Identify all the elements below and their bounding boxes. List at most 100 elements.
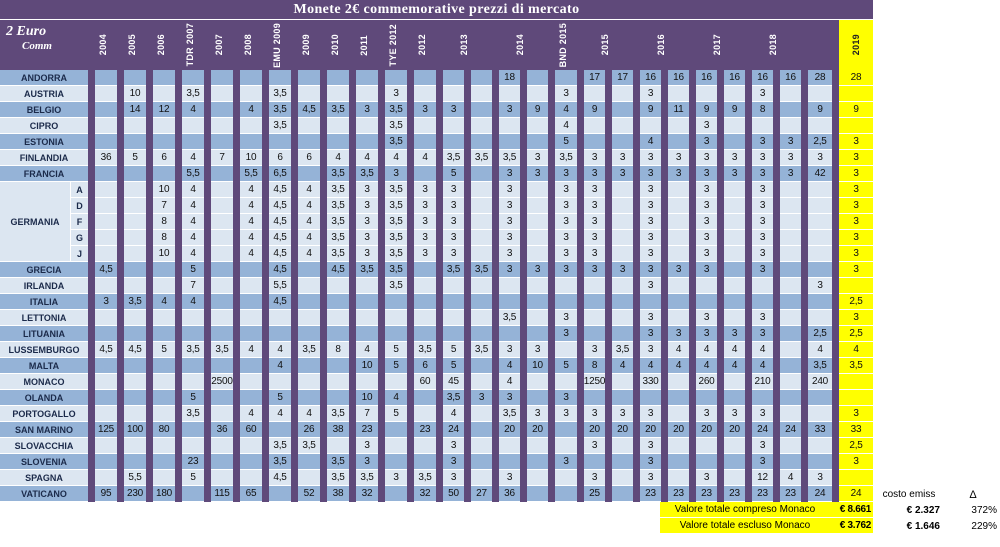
price-cell[interactable]	[385, 486, 407, 502]
price-cell[interactable]	[182, 438, 204, 454]
price-cell[interactable]	[356, 134, 378, 150]
price-cell[interactable]: 3	[584, 198, 605, 214]
price-cell[interactable]	[124, 390, 146, 406]
country-label[interactable]: VATICANO	[0, 486, 88, 502]
price-cell[interactable]: 3,5	[182, 406, 204, 422]
price-cell[interactable]: 3	[414, 182, 436, 198]
price-cell[interactable]	[668, 214, 689, 230]
price-cell[interactable]: 3	[356, 182, 378, 198]
price-cell[interactable]: 3	[640, 86, 661, 102]
price-cell[interactable]	[356, 86, 378, 102]
price-cell[interactable]: 3	[780, 166, 801, 182]
price-cell[interactable]	[443, 278, 464, 294]
price-cell[interactable]: 36	[211, 422, 233, 438]
price-cell[interactable]: 3,5	[443, 390, 464, 406]
price-cell[interactable]: 23	[182, 454, 204, 470]
price-cell[interactable]	[95, 390, 117, 406]
price-cell[interactable]: 3	[499, 342, 520, 358]
price-cell[interactable]: 3	[414, 230, 436, 246]
price-cell[interactable]	[612, 246, 633, 262]
price-cell[interactable]: 3	[584, 470, 605, 486]
price-cell[interactable]: 3,5	[327, 198, 349, 214]
price-cell[interactable]: 4	[240, 230, 262, 246]
price-cell[interactable]: 3	[839, 214, 873, 230]
price-cell[interactable]: 3	[555, 310, 577, 326]
price-cell[interactable]	[124, 358, 146, 374]
price-cell[interactable]: 3	[356, 102, 378, 118]
price-cell[interactable]	[584, 390, 605, 406]
price-cell[interactable]	[499, 278, 520, 294]
price-cell[interactable]: 5	[555, 134, 577, 150]
price-cell[interactable]	[298, 326, 320, 342]
price-cell[interactable]: 23	[668, 486, 689, 502]
price-cell[interactable]: 4	[240, 246, 262, 262]
price-cell[interactable]	[443, 310, 464, 326]
price-cell[interactable]: 42	[808, 166, 832, 182]
country-label[interactable]: FRANCIA	[0, 166, 88, 182]
price-cell[interactable]	[385, 374, 407, 390]
mint-letter[interactable]: J	[70, 246, 88, 262]
price-cell[interactable]: 3	[839, 230, 873, 246]
price-cell[interactable]	[240, 278, 262, 294]
price-cell[interactable]	[124, 134, 146, 150]
price-cell[interactable]: 9	[724, 102, 745, 118]
price-cell[interactable]	[124, 246, 146, 262]
price-cell[interactable]	[153, 406, 175, 422]
price-cell[interactable]: 3	[724, 150, 745, 166]
price-cell[interactable]	[555, 278, 577, 294]
price-cell[interactable]	[839, 470, 873, 486]
price-cell[interactable]: 2,5	[839, 438, 873, 454]
price-cell[interactable]: 3,5	[356, 262, 378, 278]
price-cell[interactable]: 95	[95, 486, 117, 502]
price-cell[interactable]	[780, 230, 801, 246]
price-cell[interactable]: 16	[724, 70, 745, 86]
price-cell[interactable]: 4	[499, 374, 520, 390]
price-cell[interactable]	[211, 246, 233, 262]
year-header[interactable]: 2015	[577, 20, 633, 70]
price-cell[interactable]: 4	[356, 150, 378, 166]
price-cell[interactable]	[471, 470, 492, 486]
price-cell[interactable]	[298, 390, 320, 406]
price-cell[interactable]: 4	[839, 342, 873, 358]
price-cell[interactable]	[724, 374, 745, 390]
price-cell[interactable]: 3,5	[327, 470, 349, 486]
mint-letter[interactable]: G	[70, 230, 88, 246]
price-cell[interactable]	[527, 294, 548, 310]
price-cell[interactable]	[612, 230, 633, 246]
year-header[interactable]: 2011	[349, 20, 378, 70]
price-cell[interactable]	[555, 70, 577, 86]
price-cell[interactable]: 18	[499, 70, 520, 86]
price-cell[interactable]	[211, 102, 233, 118]
price-cell[interactable]: 38	[327, 422, 349, 438]
price-cell[interactable]: 4,5	[269, 182, 291, 198]
year-header[interactable]: 2012	[407, 20, 436, 70]
year-header[interactable]: EMU 2009	[262, 20, 291, 70]
price-cell[interactable]	[327, 358, 349, 374]
price-cell[interactable]: 6	[298, 150, 320, 166]
price-cell[interactable]: 3	[499, 214, 520, 230]
price-cell[interactable]: 3,5	[182, 342, 204, 358]
price-cell[interactable]	[612, 486, 633, 502]
price-cell[interactable]	[752, 278, 773, 294]
price-cell[interactable]: 20	[527, 422, 548, 438]
price-cell[interactable]	[724, 86, 745, 102]
price-cell[interactable]	[584, 326, 605, 342]
price-cell[interactable]	[414, 406, 436, 422]
price-cell[interactable]: 180	[153, 486, 175, 502]
price-cell[interactable]: 3,5	[385, 198, 407, 214]
price-cell[interactable]	[527, 278, 548, 294]
price-cell[interactable]: 3,5	[327, 454, 349, 470]
price-cell[interactable]: 4	[555, 118, 577, 134]
country-label[interactable]	[0, 246, 70, 262]
price-cell[interactable]: 3	[499, 230, 520, 246]
price-cell[interactable]	[612, 214, 633, 230]
price-cell[interactable]	[752, 390, 773, 406]
price-cell[interactable]: 4	[385, 150, 407, 166]
price-cell[interactable]	[668, 454, 689, 470]
price-cell[interactable]	[124, 438, 146, 454]
price-cell[interactable]: 11	[668, 102, 689, 118]
price-cell[interactable]: 3	[752, 86, 773, 102]
price-cell[interactable]	[414, 134, 436, 150]
year-header[interactable]: 2010	[320, 20, 349, 70]
price-cell[interactable]: 16	[668, 70, 689, 86]
